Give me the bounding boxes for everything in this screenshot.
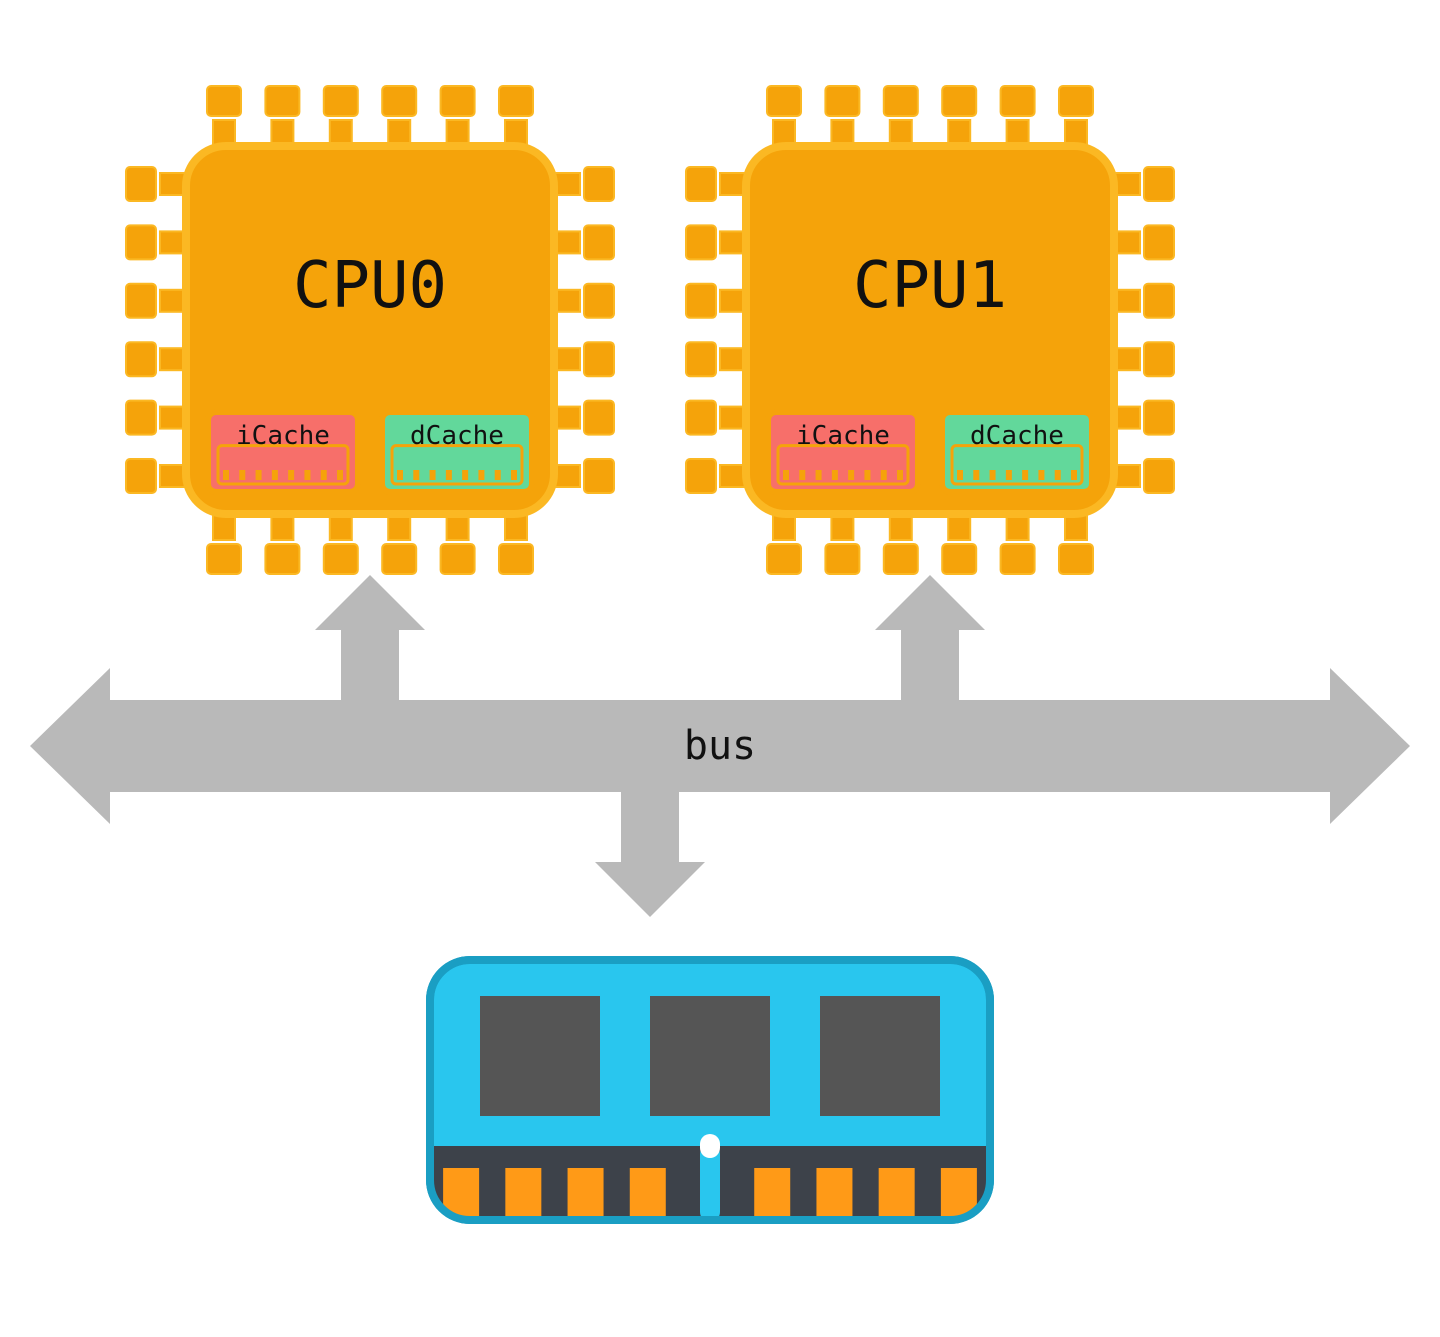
cpu-pin <box>207 86 241 146</box>
cpu-pin <box>441 514 475 574</box>
cpu-pin <box>884 514 918 574</box>
cpu-bus-ram-diagram: bus CPU0 iCache dCache CPU1 iCache dCache <box>0 0 1440 1337</box>
cpu-pin <box>554 284 614 318</box>
bus: bus <box>30 575 1410 917</box>
cpu-pin <box>265 86 299 146</box>
cpu-pin <box>767 514 801 574</box>
cache-icache: iCache <box>768 412 918 492</box>
cpu-pin <box>126 167 186 201</box>
cpu-pin <box>499 86 533 146</box>
cache-icache: iCache <box>208 412 358 492</box>
ram-pin <box>630 1168 666 1220</box>
cpu-pin <box>1114 284 1174 318</box>
ram-notch-top <box>700 1134 720 1158</box>
cpu-pin <box>126 459 186 493</box>
cpu-pin <box>126 342 186 376</box>
ram-pin <box>754 1168 790 1220</box>
cpu-pin <box>1059 86 1093 146</box>
cpu-pin <box>324 514 358 574</box>
cpu0: CPU0 iCache dCache <box>126 86 614 574</box>
cache-dcache-label: dCache <box>970 421 1064 451</box>
ram-pin <box>816 1168 852 1220</box>
cpu-pin <box>825 86 859 146</box>
cpu-label: CPU1 <box>853 249 1007 323</box>
cpu-pin <box>207 514 241 574</box>
ram-pin <box>505 1168 541 1220</box>
bus-down-arrow <box>595 790 705 917</box>
cpu-pin <box>1114 342 1174 376</box>
cpu-pin <box>1114 459 1174 493</box>
cpu-pin <box>686 225 746 259</box>
cpu-pin <box>441 86 475 146</box>
cache-dcache-label: dCache <box>410 421 504 451</box>
cpu-pin <box>1114 167 1174 201</box>
bus-up-arrow <box>875 575 985 702</box>
cpu-label: CPU0 <box>293 249 447 323</box>
cpu-pin <box>554 401 614 435</box>
cpu-pin <box>942 514 976 574</box>
cpu-pin <box>126 401 186 435</box>
cpu-pin <box>686 459 746 493</box>
cache-icache-label: iCache <box>796 421 890 451</box>
cpu-pin <box>686 284 746 318</box>
bus-up-arrow <box>315 575 425 702</box>
ram-module <box>430 960 990 1222</box>
ram-chip <box>820 996 940 1116</box>
cache-dcache: dCache <box>382 412 532 492</box>
cpu-pin <box>382 514 416 574</box>
cache-icache-label: iCache <box>236 421 330 451</box>
cpu-pin <box>884 86 918 146</box>
cpu-pin <box>382 86 416 146</box>
cpu-pin <box>126 284 186 318</box>
cpu-pin <box>686 167 746 201</box>
cpu-pin <box>554 342 614 376</box>
cpu-pin <box>265 514 299 574</box>
cache-dcache: dCache <box>942 412 1092 492</box>
cpu-pin <box>767 86 801 146</box>
cpu-pin <box>324 86 358 146</box>
ram-chip <box>480 996 600 1116</box>
ram-pin <box>879 1168 915 1220</box>
cpu-pin <box>1114 401 1174 435</box>
cpu-pin <box>499 514 533 574</box>
cpu-pin <box>825 514 859 574</box>
cpu1: CPU1 iCache dCache <box>686 86 1174 574</box>
cpu-pin <box>1001 86 1035 146</box>
cpu-pin <box>1059 514 1093 574</box>
bus-label: bus <box>684 723 756 769</box>
ram-chip <box>650 996 770 1116</box>
cpu-pin <box>1114 225 1174 259</box>
ram-pin <box>568 1168 604 1220</box>
cpu-pin <box>942 86 976 146</box>
cpu-pin <box>554 167 614 201</box>
cpu-pin <box>554 225 614 259</box>
cpu-pin <box>1001 514 1035 574</box>
cpu-pin <box>686 342 746 376</box>
cpu-pin <box>554 459 614 493</box>
cpu-pin <box>126 225 186 259</box>
cpu-pin <box>686 401 746 435</box>
